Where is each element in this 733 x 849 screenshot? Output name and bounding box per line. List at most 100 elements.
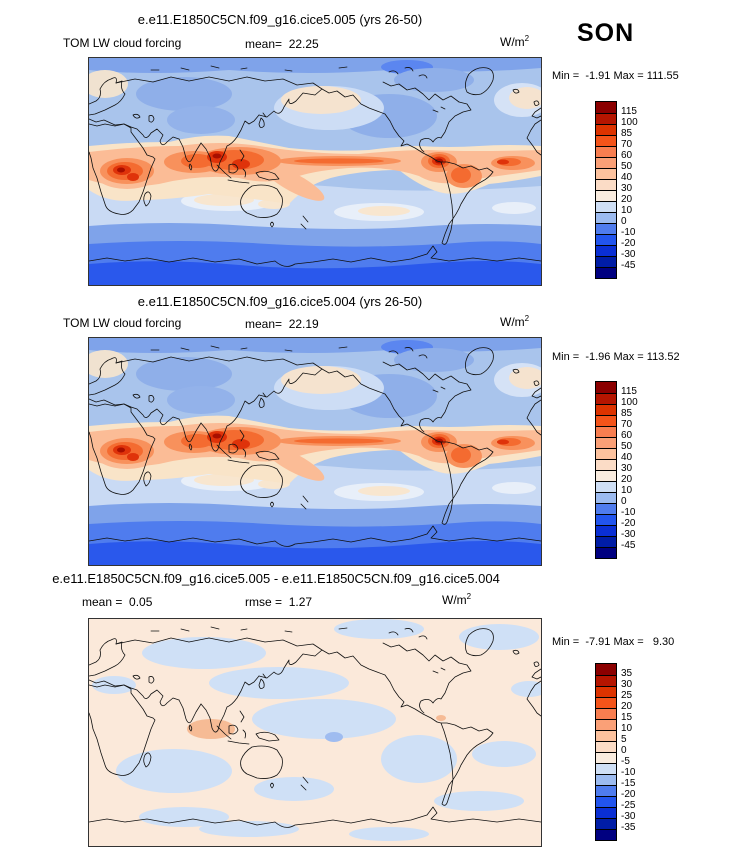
colorbar-segment — [596, 829, 616, 840]
colorbar-tick-label: 20 — [621, 701, 633, 712]
colorbar-segment — [596, 730, 616, 741]
colorbar-tick-label: 85 — [621, 408, 633, 419]
colorbar-segment — [596, 135, 616, 146]
colorbar-segment — [596, 234, 616, 245]
panel2-variable-label: TOM LW cloud forcing — [63, 316, 182, 330]
colorbar-tick-label: 115 — [621, 106, 637, 117]
colorbar-segment — [596, 514, 616, 525]
panel3-mean: mean = 0.05 — [82, 595, 153, 609]
colorbar-tick-label: -30 — [621, 529, 636, 540]
colorbar-segment — [596, 426, 616, 437]
colorbar-segment — [596, 404, 616, 415]
colorbar-tick-label: 25 — [621, 690, 633, 701]
panel3-units: W/m2 — [442, 592, 472, 607]
colorbar-tick-label: 5 — [621, 734, 627, 745]
colorbar-segment — [596, 393, 616, 404]
colorbar-tick-label: -25 — [621, 800, 636, 811]
panel1-units: W/m2 — [500, 34, 530, 49]
panel2-mean: mean= 22.19 — [245, 317, 319, 331]
panel1-minmax: Min = -1.91 Max = 111.55 — [552, 70, 679, 82]
colorbar-tick-label: 20 — [621, 194, 633, 205]
colorbar-segment — [596, 437, 616, 448]
colorbar-tick-label: 85 — [621, 128, 633, 139]
colorbar-tick-label: 40 — [621, 452, 633, 463]
colorbar-segment — [596, 525, 616, 536]
colorbar-tick-label: -45 — [621, 260, 636, 271]
colorbar-segment — [596, 785, 616, 796]
colorbar-labels: 115 100 85 70 60 50 40 30 20 10 0 -10 -20 -30 -45 — [621, 101, 655, 277]
colorbar-tick-label: 115 — [621, 386, 637, 397]
colorbar-segment — [596, 752, 616, 763]
colorbar-segment — [596, 807, 616, 818]
colorbar-tick-label: 40 — [621, 172, 633, 183]
colorbar-segment — [596, 157, 616, 168]
panel2-units: W/m2 — [500, 314, 530, 329]
colorbar-segment — [596, 675, 616, 686]
colorbar-segment — [596, 664, 616, 675]
colorbar-segment — [596, 774, 616, 785]
colorbar-tick-label: -30 — [621, 811, 636, 822]
colorbar-tick-label: 60 — [621, 150, 633, 161]
colorbar-tick-label: 10 — [621, 723, 633, 734]
colorbar-tick-label: 50 — [621, 161, 633, 172]
colorbar-tick-label: 60 — [621, 430, 633, 441]
colorbar-swatches — [595, 663, 617, 841]
colorbar-swatches — [595, 101, 617, 279]
panel3-rmse: rmse = 1.27 — [245, 595, 313, 609]
colorbar-segment — [596, 470, 616, 481]
colorbar-segment — [596, 503, 616, 514]
panel3-colorbar: 35 30 25 20 15 10 5 0 -5 -10 -15 -20 -25 -30 -35 — [595, 663, 655, 841]
panel2-minmax: Min = -1.96 Max = 113.52 — [552, 351, 680, 363]
colorbar-tick-label: -10 — [621, 227, 636, 238]
colorbar-segment — [596, 245, 616, 256]
colorbar-tick-label: -45 — [621, 540, 636, 551]
colorbar-segment — [596, 459, 616, 470]
colorbar-tick-label: -30 — [621, 249, 636, 260]
colorbar-tick-label: 20 — [621, 474, 633, 485]
colorbar-tick-label: 100 — [621, 397, 638, 408]
colorbar-tick-label: -20 — [621, 518, 636, 529]
colorbar-tick-label: 30 — [621, 679, 633, 690]
colorbar-segment — [596, 267, 616, 278]
colorbar-segment — [596, 448, 616, 459]
colorbar-tick-label: 10 — [621, 485, 633, 496]
colorbar-labels: 35 30 25 20 15 10 5 0 -5 -10 -15 -20 -25 -30 -35 — [621, 663, 655, 839]
colorbar-segment — [596, 168, 616, 179]
colorbar-segment — [596, 536, 616, 547]
colorbar-segment — [596, 223, 616, 234]
colorbar-tick-label: -10 — [621, 507, 636, 518]
colorbar-segment — [596, 124, 616, 135]
colorbar-tick-label: -10 — [621, 767, 636, 778]
colorbar-tick-label: 0 — [621, 496, 627, 507]
colorbar-tick-label: 15 — [621, 712, 633, 723]
panel1-colorbar: 115 100 85 70 60 50 40 30 20 10 0 -10 -20 -30 -45 — [595, 101, 655, 279]
colorbar-tick-label: 10 — [621, 205, 633, 216]
map-panel-1 — [88, 57, 542, 286]
colorbar-swatches — [595, 381, 617, 559]
colorbar-tick-label: -15 — [621, 778, 636, 789]
colorbar-tick-label: 35 — [621, 668, 633, 679]
colorbar-tick-label: 30 — [621, 463, 633, 474]
colorbar-segment — [596, 818, 616, 829]
colorbar-segment — [596, 796, 616, 807]
colorbar-segment — [596, 492, 616, 503]
colorbar-tick-label: 100 — [621, 117, 638, 128]
colorbar-tick-label: -5 — [621, 756, 630, 767]
colorbar-segment — [596, 382, 616, 393]
map-panel-2 — [88, 337, 542, 566]
colorbar-segment — [596, 146, 616, 157]
panel3-minmax: Min = -7.91 Max = 9.30 — [552, 636, 675, 648]
panel1-variable-label: TOM LW cloud forcing — [63, 36, 182, 50]
colorbar-segment — [596, 547, 616, 558]
colorbar-segment — [596, 212, 616, 223]
colorbar-tick-label: 50 — [621, 441, 633, 452]
colorbar-tick-label: 70 — [621, 139, 633, 150]
colorbar-segment — [596, 256, 616, 267]
colorbar-tick-label: 0 — [621, 745, 627, 756]
colorbar-segment — [596, 763, 616, 774]
colorbar-tick-label: -20 — [621, 238, 636, 249]
panel3-title: e.e11.E1850C5CN.f09_g16.cice5.005 - e.e1… — [52, 571, 500, 586]
colorbar-tick-label: -20 — [621, 789, 636, 800]
colorbar-tick-label: 30 — [621, 183, 633, 194]
